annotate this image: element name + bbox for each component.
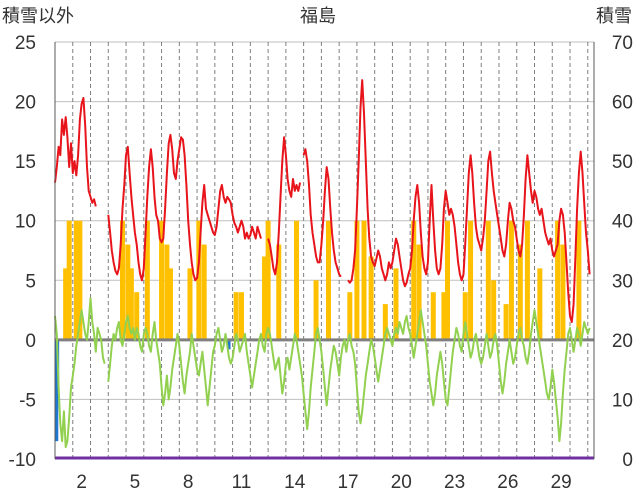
orange-bar (416, 244, 422, 340)
orange-bar (265, 220, 271, 340)
x-tick-label: 14 (284, 472, 306, 493)
right-axis-label: 積雪 (596, 6, 632, 27)
orange-bar (411, 220, 417, 340)
orange-bar (325, 220, 331, 340)
orange-bar (276, 244, 282, 340)
y-right-tick-label: 50 (612, 152, 633, 173)
orange-bar (167, 268, 173, 340)
orange-bar (393, 268, 399, 340)
axes (54, 42, 595, 459)
orange-bar (119, 220, 125, 340)
gridlines (55, 41, 594, 459)
orange-bar (294, 220, 300, 340)
orange-bar (238, 292, 244, 340)
orange-bar (368, 256, 374, 340)
x-tick-label: 26 (497, 472, 518, 493)
orange-bar (508, 220, 514, 340)
red-series-line (54, 97, 97, 207)
orange-bar (347, 292, 353, 340)
left-axis-label: 積雪以外 (2, 6, 74, 27)
y-right-tick-label: 30 (612, 271, 633, 292)
orange-bar (144, 220, 150, 340)
y-left-tick-label: -5 (19, 390, 36, 411)
y-right-tick-label: 40 (612, 212, 633, 233)
orange-bar (382, 304, 388, 340)
orange-bar (503, 304, 509, 340)
orange-bar (444, 220, 450, 340)
x-tick-label: 23 (444, 472, 465, 493)
x-tick-label: 17 (337, 472, 358, 493)
orange-bar (354, 220, 360, 340)
orange-bar (537, 268, 543, 340)
orange-bar (233, 292, 239, 340)
orange-bar (491, 280, 497, 340)
orange-bar (125, 244, 131, 340)
y-left-tick-label: 20 (15, 93, 36, 114)
red-series-line (347, 79, 591, 323)
orange-bar (430, 292, 436, 340)
red-series-line (107, 133, 262, 282)
orange-bar (63, 268, 69, 340)
x-tick-label: 5 (130, 472, 141, 493)
blue-bar (227, 339, 231, 350)
red-series-line (267, 136, 302, 276)
y-left-tick-label: -10 (9, 450, 36, 471)
orange-bar (196, 220, 202, 340)
y-left-tick-label: 10 (15, 212, 36, 233)
red-series-line (302, 148, 342, 278)
orange-bar (128, 268, 134, 340)
y-left-tick-label: 5 (25, 271, 36, 292)
orange-bar (77, 220, 83, 340)
orange-bar (576, 220, 582, 340)
orange-bar (517, 244, 523, 340)
y-right-tick-label: 60 (612, 93, 633, 114)
orange-bar (485, 220, 491, 340)
y-left-tick-label: 25 (15, 33, 36, 54)
y-left-tick-label: 0 (25, 331, 36, 352)
orange-bar (134, 292, 140, 340)
chart-title: 福島 (300, 6, 336, 27)
orange-bar (201, 244, 207, 340)
orange-bar (313, 280, 319, 340)
blue-bar (55, 339, 59, 442)
green-series-line (54, 297, 106, 449)
y-left-tick-label: 15 (15, 152, 36, 173)
x-tick-label: 20 (391, 472, 412, 493)
orange-bar (468, 220, 474, 340)
orange-bar (159, 220, 165, 340)
green-series-line (107, 309, 591, 443)
orange-bar (560, 244, 566, 340)
series-lines (54, 79, 594, 460)
x-tick-label: 11 (232, 472, 252, 493)
orange-bar (187, 268, 193, 340)
y-right-tick-label: 10 (612, 390, 633, 411)
x-tick-label: 2 (76, 472, 87, 493)
y-right-tick-label: 20 (612, 331, 633, 352)
orange-bar (524, 220, 530, 340)
orange-bar (164, 244, 170, 340)
blue-bars (55, 339, 231, 442)
orange-bar (361, 220, 367, 340)
y-right-tick-label: 0 (622, 450, 633, 471)
x-tick-label: 8 (183, 472, 194, 493)
orange-bars (63, 220, 582, 340)
orange-bar (66, 220, 72, 340)
y-right-tick-label: 70 (612, 33, 633, 54)
orange-bar (555, 220, 561, 340)
orange-bar (73, 220, 79, 340)
orange-bar (262, 256, 268, 340)
orange-bar (441, 292, 447, 340)
x-tick-label: 29 (551, 472, 572, 493)
orange-bar (462, 292, 468, 340)
